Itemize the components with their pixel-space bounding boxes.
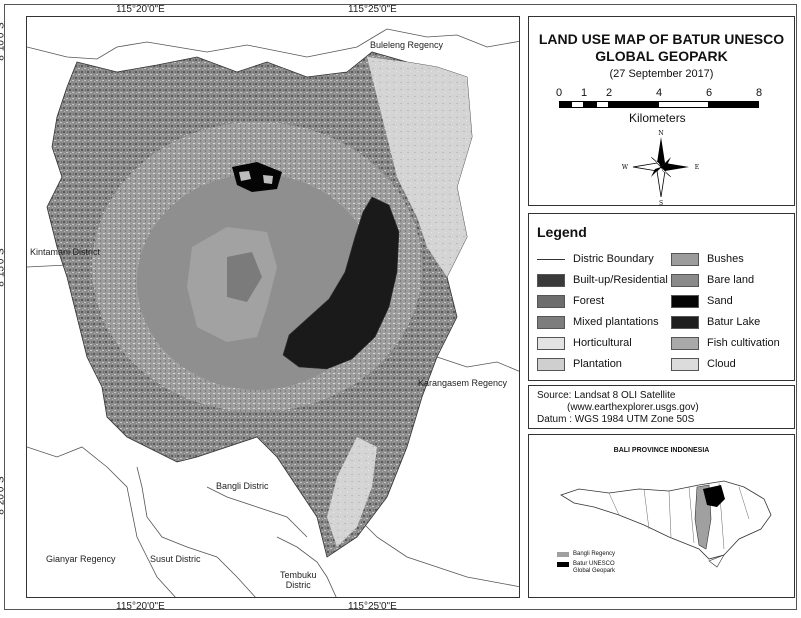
coord-bottom-right: 115°25'0"E [348, 601, 397, 612]
scale-unit: Kilometers [629, 111, 686, 125]
swatch-sand [671, 294, 699, 308]
source-panel: Source: Landsat 8 OLI Satellite (www.ear… [528, 385, 795, 429]
inset-title: BALI PROVINCE INDONESIA [613, 447, 710, 454]
swatch-mixed-plantations [537, 315, 565, 329]
legend-item-district-boundary: Distric Boundary [537, 252, 654, 266]
scale-bar: 0 1 2 4 6 8 Kilometers [555, 87, 763, 125]
svg-text:E: E [695, 164, 699, 171]
legend-item-batur-lake: Batur Lake [671, 315, 760, 329]
inset-swatch-geopark [557, 562, 569, 567]
legend-item-bare-land: Bare land [671, 273, 754, 287]
bali-inset-map [560, 480, 772, 568]
legend-panel: Legend Distric Boundary Built-up/Residen… [528, 213, 795, 381]
swatch-batur-lake [671, 315, 699, 329]
swatch-horticultural [537, 336, 565, 350]
inset-geopark [703, 485, 725, 507]
coord-top-right: 115°25'0"E [348, 4, 397, 15]
plantation-south [327, 437, 377, 547]
legend-item-horticultural: Horticultural [537, 336, 632, 350]
district-boundaries [27, 28, 519, 597]
coord-left-3: 8°20'0"S [0, 476, 7, 515]
source-line-2: (www.earthexplorer.usgs.gov) [567, 402, 699, 413]
legend-item-mixed-plantations: Mixed plantations [537, 315, 659, 329]
label-kintamani: Kintamani District [30, 247, 101, 257]
label-gianyar: Gianyar Regency [46, 554, 116, 564]
inset-swatch-bangli [557, 552, 569, 557]
plantation-east [367, 57, 472, 277]
map-frame [4, 4, 797, 610]
map-title: LAND USE MAP OF BATUR UNESCO GLOBAL GEOP… [538, 31, 785, 64]
swatch-plantation [537, 357, 565, 371]
batur-lake [282, 196, 400, 370]
coord-left-2: 8°15'0"S [0, 248, 7, 287]
label-karangasem: Karangasem Regency [418, 378, 508, 388]
legend-item-fish-cultivation: Fish cultivation [671, 336, 780, 350]
legend-item-sand: Sand [671, 294, 733, 308]
legend-item-plantation: Plantation [537, 357, 622, 371]
label-bangli: Bangli Distric [216, 481, 269, 491]
bushes-patch [227, 252, 262, 302]
legend-item-cloud: Cloud [671, 357, 736, 371]
coord-bottom-left: 115°20'0"E [116, 601, 165, 612]
legend-item-bushes: Bushes [671, 252, 744, 266]
north-arrow-icon: N S W E [622, 130, 699, 205]
source-datum: Datum : WGS 1984 UTM Zone 50S [537, 414, 695, 425]
swatch-bushes [671, 252, 699, 266]
label-tembuku: Tembuku Distric [280, 570, 317, 590]
swatch-built-up [537, 273, 565, 287]
title-panel: LAND USE MAP OF BATUR UNESCO GLOBAL GEOP… [528, 16, 795, 206]
coord-top-left: 115°20'0"E [116, 4, 165, 15]
swatch-bare-land [671, 273, 699, 287]
legend-item-forest: Forest [537, 294, 604, 308]
map-date: (27 September 2017) [609, 68, 714, 80]
label-susut: Susut Distric [150, 554, 201, 564]
legend-item-built-up: Built-up/Residential [537, 273, 668, 287]
coord-left-1: 8°10'0"S [0, 22, 7, 61]
land-use-map-svg [27, 28, 519, 597]
swatch-cloud [671, 357, 699, 371]
inset-legend-bangli: Bangli Regency [557, 551, 615, 557]
boundary-line-swatch [537, 253, 565, 266]
inset-legend-geopark: Batur UNESCO Global Geopark [557, 561, 615, 575]
svg-text:S: S [659, 200, 663, 205]
svg-text:W: W [622, 164, 629, 171]
label-buleleng: Buleleng Regency [370, 40, 444, 50]
swatch-fish-cultivation [671, 336, 699, 350]
swatch-forest [537, 294, 565, 308]
land-use-map[interactable] [26, 16, 520, 598]
source-line-1: Source: Landsat 8 OLI Satellite [537, 390, 676, 401]
inset-map-panel: BALI PROVINCE INDONESIA Bangli Regency B… [528, 434, 795, 598]
sand-area [232, 162, 282, 192]
legend-title: Legend [537, 224, 587, 240]
svg-text:N: N [658, 130, 663, 137]
